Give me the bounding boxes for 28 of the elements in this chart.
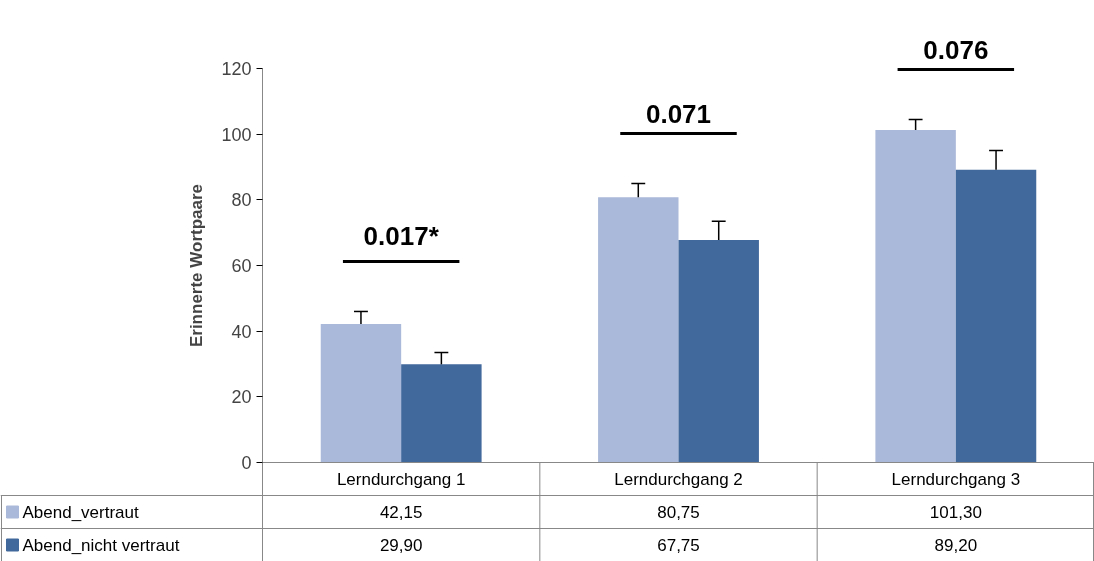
y-tick-label: 80 [231,190,252,211]
data-label: 80,75 [657,503,700,522]
y-tick-label: 20 [231,387,252,408]
data-label: 89,20 [934,536,978,555]
annotation: 0.071 [645,99,712,130]
data-label: 29,90 [379,536,423,555]
x-tick-label: Lerndurchgang 2 [614,469,743,489]
bar [320,324,402,463]
y-tick-label: 100 [221,124,252,145]
data-label: 101,30 [929,503,982,522]
bar [955,169,1037,463]
data-label: 42,15 [379,503,423,522]
bar [401,364,482,463]
y-tick-label: 120 [221,59,252,79]
legend-label: Abend_vertraut [22,502,140,522]
data-label: 67,75 [657,536,700,555]
y-tick-label: 0 [241,453,252,473]
y-tick-label: 40 [231,321,252,342]
legend-label: Abend_nicht vertraut [22,535,180,555]
y-axis-title: Erinnerte Wortpaare [187,183,207,348]
x-tick-label: Lerndurchgang 1 [336,469,466,489]
x-tick-label: Lerndurchgang 3 [891,469,1021,489]
bar [678,240,759,463]
text: 0.076 [923,35,989,66]
annotation: 0.017* [363,221,440,252]
y-tick-label: 60 [231,256,252,276]
bar [875,129,956,463]
bar [598,197,679,463]
